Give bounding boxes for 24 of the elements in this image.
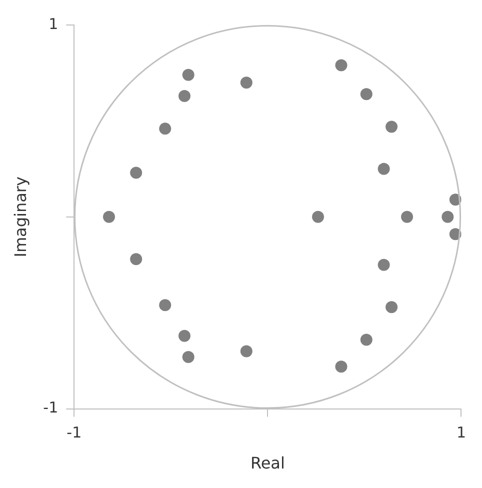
point (312, 210, 324, 223)
point (386, 301, 398, 314)
point (386, 120, 398, 133)
x-axis-title: Real (250, 454, 285, 473)
point (335, 360, 348, 373)
point (178, 330, 190, 342)
point (401, 210, 414, 223)
point (378, 258, 390, 271)
point (335, 59, 348, 72)
point (130, 253, 142, 266)
point (240, 76, 252, 89)
point (360, 88, 372, 100)
point (102, 210, 115, 223)
point (178, 90, 190, 102)
point (240, 345, 252, 358)
point (360, 334, 372, 346)
point (159, 299, 172, 312)
point (130, 166, 142, 179)
point (378, 162, 390, 175)
point (182, 68, 194, 81)
point (182, 350, 194, 363)
y-axis-title: Imaginary (10, 176, 30, 258)
point (159, 122, 172, 135)
point (442, 210, 454, 223)
